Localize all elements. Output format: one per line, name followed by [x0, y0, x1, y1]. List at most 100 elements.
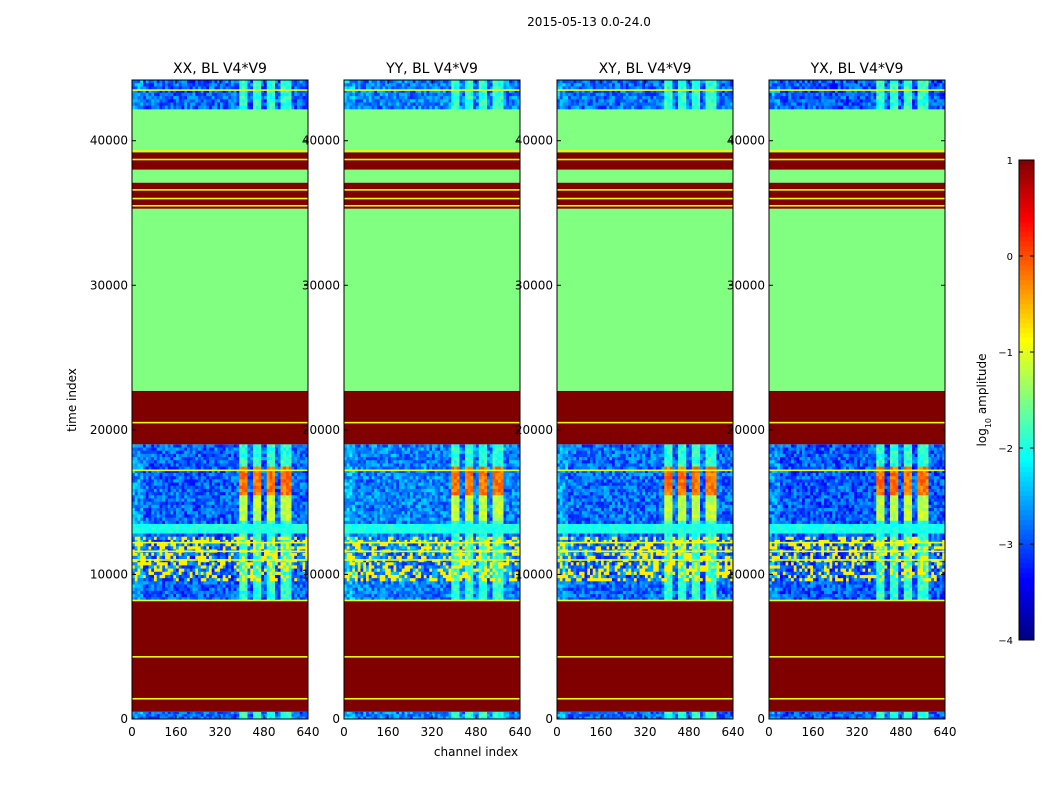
pixel	[140, 536, 144, 541]
pixel	[233, 96, 237, 100]
pixel	[261, 574, 265, 579]
pixel	[357, 476, 361, 480]
pixel	[266, 716, 270, 720]
pixel	[286, 96, 290, 100]
pixel	[448, 453, 452, 458]
pixel	[487, 469, 491, 474]
pixel	[148, 457, 152, 461]
pixel	[299, 539, 303, 544]
pixel	[132, 527, 136, 531]
pixel	[288, 501, 292, 506]
pixel	[165, 495, 169, 499]
pixel	[162, 568, 166, 573]
pixel	[244, 590, 248, 595]
pixel	[143, 511, 147, 515]
pixel	[211, 447, 215, 452]
pixel	[355, 460, 359, 464]
pixel	[473, 714, 477, 717]
pixel	[459, 714, 463, 717]
pixel	[404, 457, 408, 461]
pixel	[492, 711, 496, 715]
pixel	[355, 476, 359, 480]
pixel	[181, 536, 185, 541]
pixel	[145, 530, 149, 534]
pixel	[305, 508, 309, 512]
pixel	[178, 716, 182, 720]
pixel	[217, 571, 221, 576]
pixel	[143, 587, 147, 592]
pixel	[253, 96, 257, 100]
pixel	[511, 444, 515, 448]
pixel	[228, 457, 232, 461]
pixel	[239, 574, 243, 579]
pixel	[250, 466, 254, 471]
pixel	[176, 99, 180, 103]
pixel	[170, 492, 174, 496]
pixel	[291, 89, 295, 94]
pixel	[156, 574, 160, 579]
pixel	[509, 482, 513, 487]
pixel	[412, 463, 416, 468]
pixel	[286, 555, 290, 560]
pixel	[156, 479, 160, 483]
pixel	[148, 466, 152, 471]
pixel	[255, 716, 259, 720]
pixel	[305, 460, 309, 464]
pixel	[272, 520, 276, 525]
pixel	[412, 479, 416, 483]
pixel	[242, 463, 246, 468]
pixel	[454, 466, 458, 471]
pixel	[462, 466, 466, 471]
pixel	[500, 447, 504, 452]
pixel	[222, 533, 226, 538]
pixel	[220, 539, 224, 544]
pixel	[154, 444, 158, 448]
pixel	[379, 450, 383, 455]
pixel	[184, 530, 188, 534]
pixel	[209, 543, 213, 547]
pixel	[165, 460, 169, 464]
pixel	[349, 453, 353, 458]
pixel	[277, 520, 281, 525]
pixel	[503, 716, 507, 720]
pixel	[258, 92, 262, 97]
pixel	[140, 453, 144, 458]
pixel	[167, 501, 171, 506]
pixel	[374, 476, 378, 480]
pixel	[352, 479, 356, 483]
pixel	[187, 472, 191, 477]
pixel	[244, 716, 248, 720]
pixel	[165, 587, 169, 592]
pixel	[148, 714, 152, 717]
pixel	[137, 80, 141, 84]
pixel	[255, 447, 259, 452]
pixel	[451, 463, 455, 468]
pixel	[503, 453, 507, 458]
pixel	[492, 444, 496, 448]
pixel	[242, 96, 246, 100]
pixel	[299, 89, 303, 94]
pixel	[181, 105, 185, 110]
pixel	[399, 714, 403, 717]
pixel	[352, 460, 356, 464]
pixel	[165, 571, 169, 576]
pixel	[200, 498, 204, 503]
pixel	[437, 457, 441, 461]
pixel	[165, 584, 169, 589]
pixel	[275, 92, 279, 97]
pixel	[277, 559, 281, 563]
pixel	[272, 92, 276, 97]
pixel	[390, 469, 394, 474]
pixel	[288, 80, 292, 84]
pixel	[137, 571, 141, 576]
pixel	[156, 578, 160, 582]
pixel	[195, 463, 199, 468]
pixel	[253, 463, 257, 468]
pixel	[167, 714, 171, 717]
pixel	[297, 105, 301, 110]
pixel	[137, 453, 141, 458]
pixel	[492, 479, 496, 483]
pixel	[148, 86, 152, 91]
pixel	[286, 83, 290, 87]
pixel	[253, 466, 257, 471]
